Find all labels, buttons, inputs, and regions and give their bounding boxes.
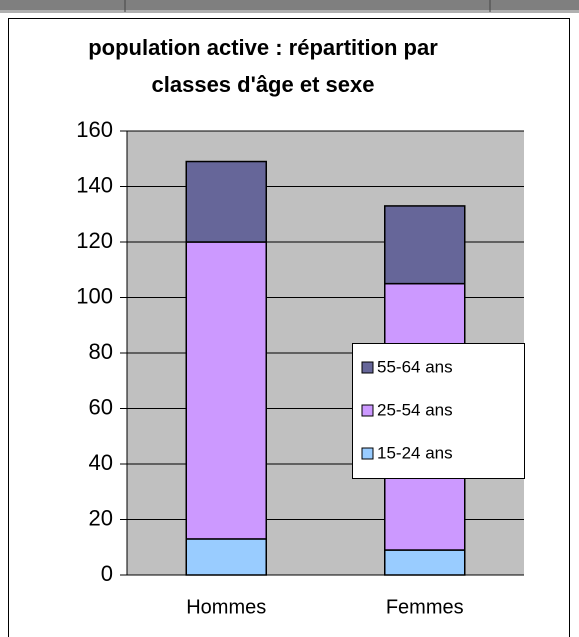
chart-title: classes d'âge et sexe [152, 72, 375, 97]
y-tick-label: 60 [89, 394, 113, 419]
y-tick-label: 140 [76, 172, 113, 197]
bar-segment [384, 205, 466, 285]
y-tick-label: 20 [89, 505, 113, 530]
bar-segment [185, 160, 267, 243]
bar-segment [185, 241, 267, 540]
legend-label: 25-54 ans [377, 400, 453, 419]
legend-swatch [361, 361, 374, 374]
legend-label: 55-64 ans [377, 357, 453, 376]
bar-segment [185, 538, 267, 576]
bar-segment [384, 549, 466, 576]
window-bar-edge [0, 10, 579, 13]
y-tick-label: 160 [76, 117, 113, 142]
y-tick-label: 120 [76, 228, 113, 253]
legend-swatch [361, 447, 374, 460]
legend-swatch [361, 404, 374, 417]
y-tick-label: 100 [76, 283, 113, 308]
chart-title: population active : répartition par [88, 35, 438, 60]
legend [352, 343, 525, 479]
y-tick-label: 0 [101, 561, 113, 586]
x-tick-label: Femmes [386, 596, 464, 618]
legend-label: 15-24 ans [377, 443, 453, 462]
window-bar [0, 0, 579, 12]
y-tick-label: 40 [89, 450, 113, 475]
y-tick-label: 80 [89, 339, 113, 364]
x-tick-label: Hommes [186, 596, 266, 618]
